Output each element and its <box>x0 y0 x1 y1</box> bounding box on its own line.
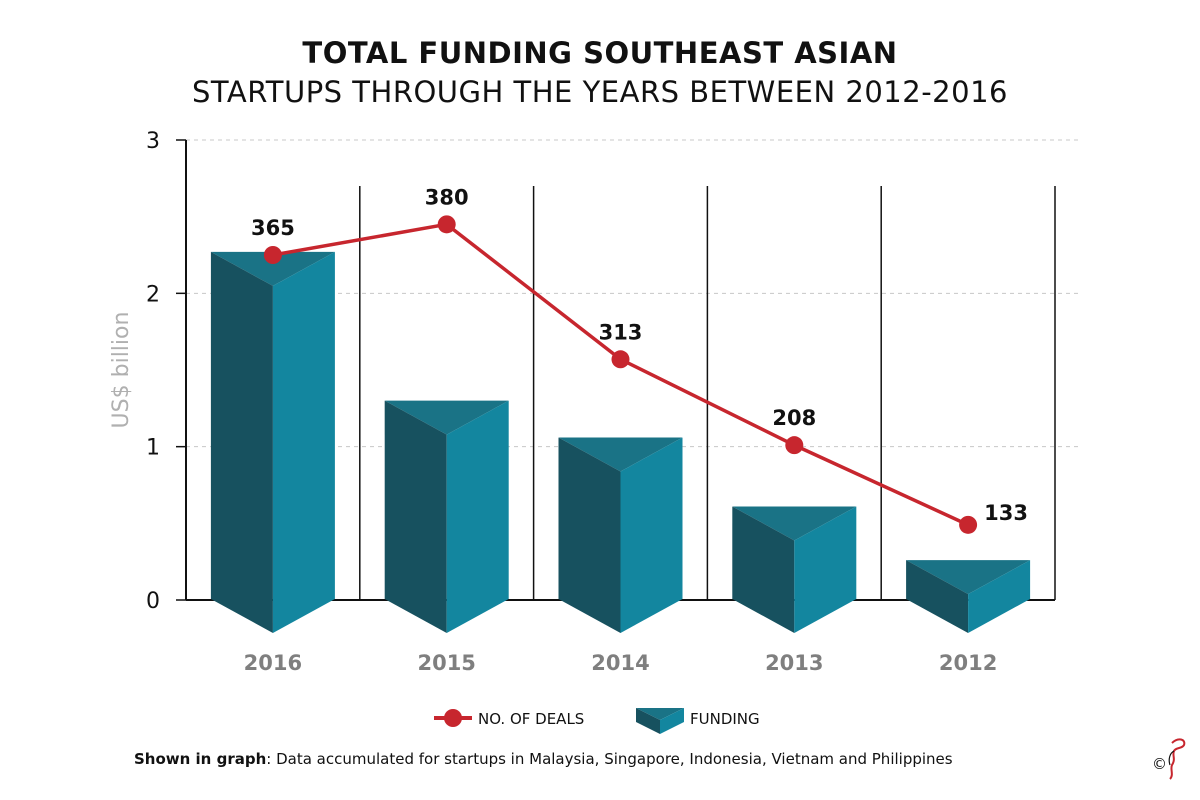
bar <box>732 506 795 633</box>
copyright-logo: © <box>1152 738 1186 780</box>
y-axis-label: US$ billion <box>109 312 134 429</box>
deals-data-label: 208 <box>772 406 816 430</box>
x-tick-label: 2016 <box>244 651 302 675</box>
deals-point <box>959 515 978 534</box>
deals-point <box>785 436 804 455</box>
copyright-symbol: © <box>1152 755 1167 773</box>
bird-logo-icon <box>1169 738 1186 780</box>
bar-top-face <box>558 437 683 472</box>
legend-line-marker <box>444 709 462 727</box>
deals-point <box>437 215 456 234</box>
legend-bar-swatch-top <box>636 708 684 720</box>
bar <box>384 400 447 633</box>
x-tick-label: 2012 <box>939 651 997 675</box>
footnote: Shown in graph: Data accumulated for sta… <box>134 750 953 768</box>
bar-right-face <box>272 251 335 633</box>
legend-label-deals: NO. OF DEALS <box>478 710 584 728</box>
footnote-bold: Shown in graph <box>134 750 267 768</box>
chart-subtitle: STARTUPS THROUGH THE YEARS BETWEEN 2012-… <box>192 75 1008 109</box>
y-tick-label: 0 <box>146 589 160 614</box>
deals-data-label: 133 <box>984 501 1028 525</box>
legend-label-funding: FUNDING <box>690 710 760 728</box>
footnote-text: : Data accumulated for startups in Malay… <box>266 750 953 768</box>
bar <box>210 251 273 633</box>
bar-right-face <box>620 437 683 633</box>
bar-top-face <box>210 251 335 286</box>
x-tick-label: 2013 <box>765 651 823 675</box>
deals-data-label: 380 <box>425 185 469 209</box>
bar-top-face <box>732 506 857 541</box>
deals-data-label: 365 <box>251 216 295 240</box>
bar <box>558 437 621 633</box>
bar-top-face <box>906 560 1031 595</box>
y-tick-label: 3 <box>146 129 160 154</box>
y-tick-label: 2 <box>146 282 160 307</box>
deals-point <box>611 350 630 369</box>
deals-point <box>263 246 282 264</box>
bird-logo-stroke <box>1168 750 1175 766</box>
deals-data-label: 313 <box>599 320 643 344</box>
bar-right-face <box>794 506 857 633</box>
legend-bar-swatch-right <box>660 708 684 734</box>
x-tick-label: 2014 <box>591 651 649 675</box>
bar <box>906 560 969 633</box>
legend-bar-swatch-left <box>636 708 660 734</box>
x-tick-label: 2015 <box>417 651 475 675</box>
bar-right-face <box>446 400 509 633</box>
chart-title: TOTAL FUNDING SOUTHEAST ASIAN <box>302 36 898 70</box>
bar-right-face <box>968 560 1031 633</box>
bar-top-face <box>384 400 509 435</box>
y-tick-label: 1 <box>146 436 160 461</box>
